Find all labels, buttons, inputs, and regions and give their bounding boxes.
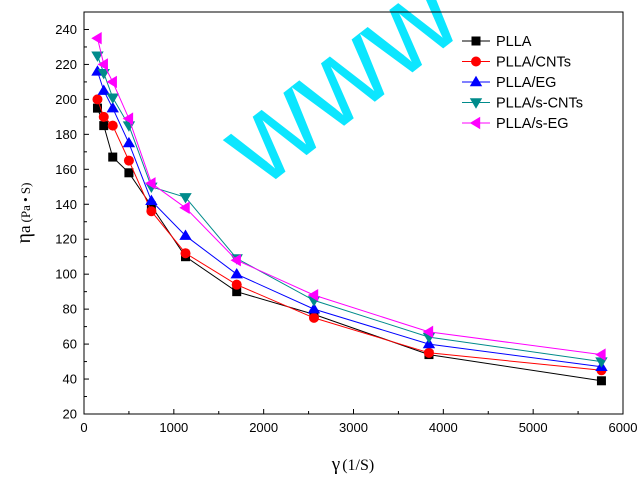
data-point xyxy=(106,93,119,104)
x-axis-title: γ (1/S) xyxy=(331,454,374,475)
legend-item: PLLA xyxy=(462,34,532,50)
data-point xyxy=(91,51,104,62)
data-point xyxy=(596,376,606,386)
data-point xyxy=(97,58,108,71)
x-tick-label: 3000 xyxy=(339,420,368,435)
series-line xyxy=(97,99,602,371)
data-point xyxy=(423,347,434,358)
axis-ticks: 0 1000 2000 3000 4000 5000 6000 20 40 60 80 100 120 1… xyxy=(55,11,638,435)
y-tick-label: 240 xyxy=(55,22,77,37)
data-point xyxy=(122,112,134,125)
data-point xyxy=(180,248,191,259)
data-point xyxy=(179,229,192,240)
data-point xyxy=(122,136,136,148)
legend-item: PLLA/s-EG xyxy=(462,116,569,132)
legend-marker xyxy=(471,56,481,67)
y-tick-label: 120 xyxy=(55,232,77,247)
legend-marker xyxy=(469,116,481,130)
y-tick-label: 180 xyxy=(55,127,77,142)
y-tick-label: 80 xyxy=(63,302,77,317)
data-point xyxy=(92,94,103,105)
watermark: www xyxy=(195,0,483,211)
legend-label: PLLA xyxy=(496,34,532,50)
data-point xyxy=(108,152,118,162)
legend-marker xyxy=(471,36,481,46)
data-point xyxy=(145,194,158,205)
data-point xyxy=(97,68,110,80)
legend-label: PLLA/s-CNTs xyxy=(496,96,583,112)
data-point xyxy=(124,168,134,178)
data-point xyxy=(146,201,156,211)
legend-item: PLLA/s-CNTs xyxy=(462,96,583,112)
data-point xyxy=(230,267,243,279)
x-axis-unit: (1/S) xyxy=(342,457,374,474)
y-tick-label: 140 xyxy=(55,197,77,212)
data-point xyxy=(123,155,134,166)
data-point xyxy=(98,111,109,122)
x-tick-label: 2000 xyxy=(249,420,278,435)
legend: PLLA PLLA/CNTs PLLA/EG PLLA/s-CNTs PLLA/s-EG xyxy=(462,34,583,132)
series-plla-cnts xyxy=(92,94,607,376)
y-axis-title: ηa (Pa • S) xyxy=(13,183,35,244)
data-point xyxy=(307,288,319,302)
series-plla-eg xyxy=(91,65,608,372)
data-point xyxy=(146,206,157,217)
data-point xyxy=(107,120,118,131)
data-point xyxy=(99,121,109,131)
y-tick-label: 220 xyxy=(55,57,77,72)
series-line xyxy=(97,107,602,382)
x-tick-label: 6000 xyxy=(609,420,638,435)
y-axis-unit: (Pa • S) xyxy=(18,183,33,223)
legend-item: PLLA/CNTs xyxy=(462,55,571,71)
data-point xyxy=(145,177,156,190)
data-point xyxy=(422,325,434,339)
x-axis-symbol: γ xyxy=(331,454,340,475)
data-point xyxy=(230,253,241,267)
legend-item: PLLA/EG xyxy=(462,75,556,91)
series-layer xyxy=(91,32,608,386)
axis-titles: γ (1/S) ηa (Pa • S) xyxy=(13,183,374,475)
data-point xyxy=(179,193,192,204)
y-axis-subscript: a xyxy=(15,225,34,233)
legend-label: PLLA/s-EG xyxy=(496,116,569,132)
legend-marker xyxy=(469,98,483,109)
series-line xyxy=(97,71,602,368)
y-axis-symbol: η xyxy=(13,233,35,243)
data-point xyxy=(106,101,119,113)
legend-label: PLLA/EG xyxy=(496,75,556,91)
data-point xyxy=(179,201,190,214)
data-point xyxy=(106,75,117,89)
y-tick-label: 40 xyxy=(63,372,77,387)
x-tick-label: 4000 xyxy=(429,420,458,435)
data-point xyxy=(307,302,321,314)
y-tick-label: 200 xyxy=(55,92,77,107)
legend-label: PLLA/CNTs xyxy=(496,55,571,71)
series-line xyxy=(97,38,602,356)
data-point xyxy=(308,312,319,323)
data-point xyxy=(97,84,110,95)
y-tick-label: 100 xyxy=(55,267,77,282)
data-point xyxy=(91,32,102,45)
legend-marker xyxy=(469,75,483,87)
data-point xyxy=(232,287,242,297)
watermark-text: www xyxy=(195,0,483,211)
data-point xyxy=(595,348,606,361)
y-tick-label: 20 xyxy=(63,407,77,422)
x-tick-label: 0 xyxy=(80,420,87,435)
series-line xyxy=(97,55,602,363)
y-tick-label: 60 xyxy=(63,337,77,352)
series-plla-s-eg xyxy=(91,32,606,361)
x-tick-label: 1000 xyxy=(159,420,188,435)
x-tick-label: 5000 xyxy=(519,420,548,435)
data-point xyxy=(231,279,242,290)
y-tick-label: 160 xyxy=(55,162,77,177)
data-point xyxy=(92,103,102,113)
